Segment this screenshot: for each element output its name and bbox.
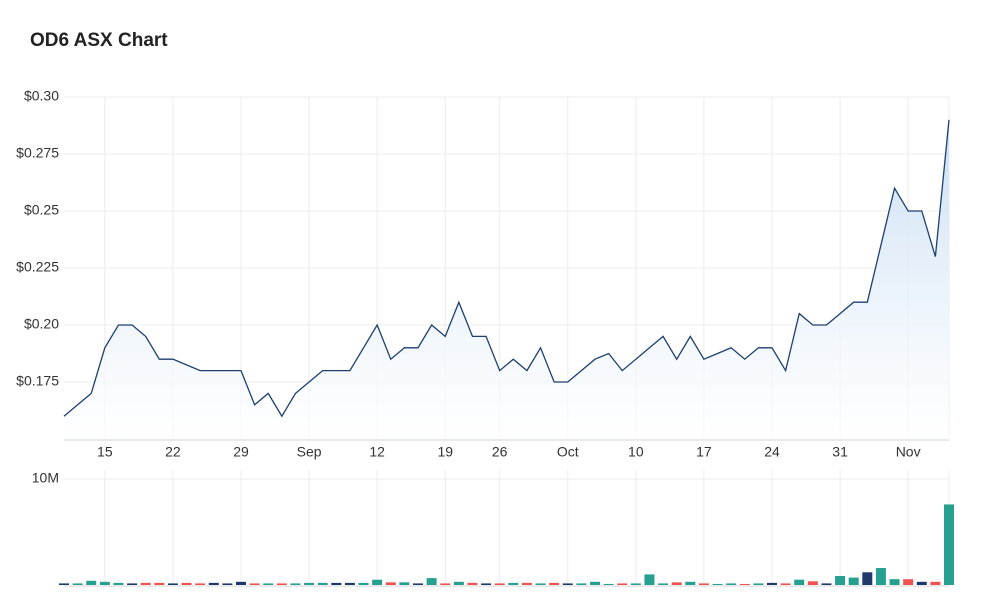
volume-bar (208, 582, 219, 585)
volume-bar (113, 582, 124, 585)
y-tick-label: $0.30 (24, 88, 59, 104)
volume-bar (889, 579, 900, 585)
y-tick-label: $0.275 (16, 145, 59, 161)
volume-bar (167, 583, 178, 585)
volume-bar (59, 583, 69, 585)
volume-bar (154, 582, 165, 585)
volume-bar (671, 582, 682, 585)
x-tick-label: 10 (628, 444, 644, 460)
volume-bar (440, 583, 451, 585)
volume-bar (726, 583, 737, 585)
x-tick-label: 12 (369, 444, 385, 460)
volume-bar (576, 583, 587, 585)
x-tick-label: Sep (297, 444, 322, 460)
volume-bar (739, 583, 750, 585)
volume-bar (263, 583, 274, 585)
volume-bar (944, 504, 954, 585)
volume-bar (222, 583, 233, 585)
volume-bar (86, 580, 97, 585)
volume-bar (630, 583, 641, 585)
volume-bar (875, 568, 886, 585)
x-tick-label: 24 (764, 444, 780, 460)
volume-bar (644, 574, 655, 585)
volume-bar (930, 581, 941, 585)
volume-bar (712, 583, 723, 585)
volume-bar (903, 579, 914, 585)
x-tick-label: 19 (437, 444, 453, 460)
x-tick-label: 15 (97, 444, 113, 460)
volume-bar (835, 575, 846, 585)
volume-bar (467, 582, 478, 585)
volume-bar (494, 583, 505, 585)
x-tick-label: 26 (492, 444, 508, 460)
volume-bar (372, 579, 383, 585)
volume-bar (685, 581, 696, 585)
volume-bar (508, 582, 519, 585)
x-tick-label: Nov (896, 444, 921, 460)
volume-bar (426, 578, 437, 585)
volume-bar (535, 583, 546, 585)
volume-bar (617, 583, 628, 585)
volume-bar (236, 581, 246, 585)
volume-bar (658, 583, 669, 585)
volume-bar (249, 583, 260, 585)
volume-bar (821, 583, 832, 585)
volume-bar (848, 577, 859, 585)
y-tick-label: 10M (32, 470, 59, 486)
y-tick-label: $0.25 (24, 202, 59, 218)
x-tick-label: 17 (696, 444, 712, 460)
volume-bar (290, 583, 301, 585)
x-tick-label: 31 (832, 444, 848, 460)
volume-bar (549, 582, 560, 585)
volume-bar (590, 581, 600, 585)
volume-bar (603, 583, 614, 585)
volume-bar (807, 581, 818, 585)
volume-bar (385, 582, 396, 585)
volume-bar (127, 583, 138, 585)
volume-bar (140, 582, 151, 585)
x-tick-label: Oct (557, 444, 579, 460)
volume-bar (331, 582, 342, 585)
volume-bar (399, 582, 410, 585)
chart-title: OD6 ASX Chart (30, 30, 168, 51)
volume-bar (344, 582, 355, 585)
volume-bar (562, 583, 573, 585)
volume-bar (698, 583, 709, 585)
volume-bar (195, 583, 206, 585)
volume-bar (521, 582, 532, 585)
volume-bar (358, 582, 369, 585)
volume-bar (767, 582, 777, 585)
volume-bar (276, 583, 287, 585)
volume-bar (862, 572, 873, 585)
volume-bar (753, 583, 764, 585)
volume-bar (916, 581, 927, 585)
volume-bar (780, 583, 791, 585)
y-tick-label: $0.20 (24, 316, 59, 332)
volume-bar (181, 582, 192, 585)
volume-bar (72, 583, 83, 585)
volume-bar (413, 583, 423, 585)
price-area (64, 119, 949, 440)
price-line (63, 119, 950, 418)
y-tick-label: $0.225 (16, 259, 59, 275)
volume-bar (99, 581, 110, 585)
volume-bar (453, 581, 464, 585)
volume-bar (794, 579, 805, 585)
volume-bar (304, 582, 315, 585)
x-tick-label: 29 (233, 444, 249, 460)
y-tick-label: $0.175 (16, 373, 59, 389)
x-tick-label: 22 (165, 444, 181, 460)
volume-bar (317, 582, 328, 585)
volume-bar (481, 583, 492, 585)
